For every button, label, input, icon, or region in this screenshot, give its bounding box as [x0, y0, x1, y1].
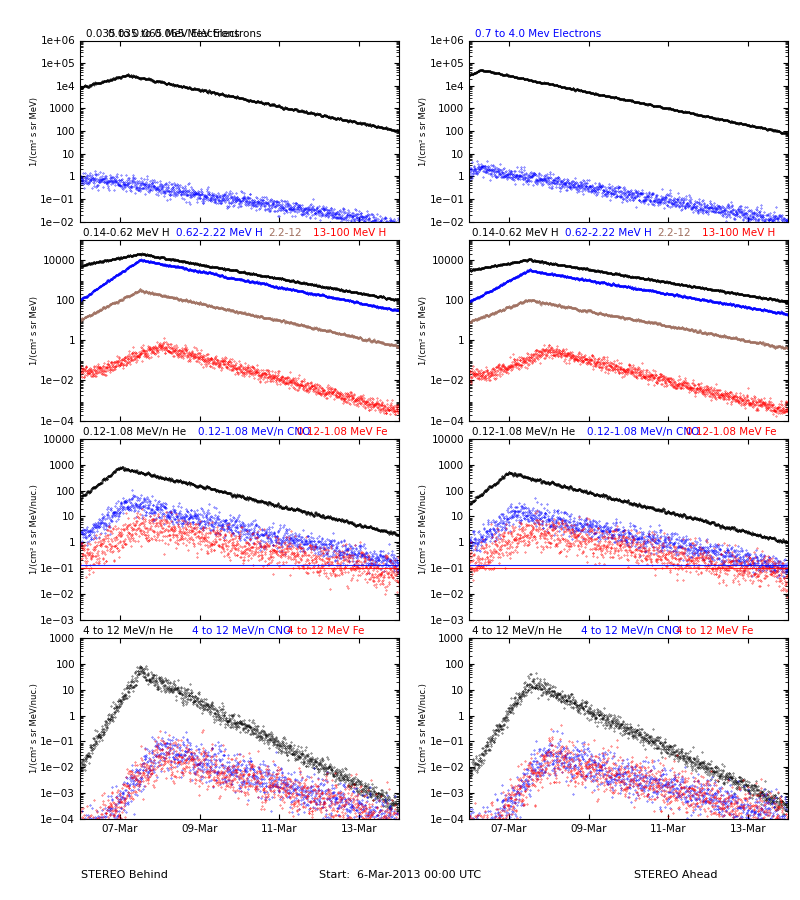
Text: 2.2-12: 2.2-12: [658, 228, 691, 238]
Text: 0.035 to 0.065 MeV Electrons: 0.035 to 0.065 MeV Electrons: [86, 29, 240, 39]
Text: 4 to 12 MeV/n CNO: 4 to 12 MeV/n CNO: [581, 626, 680, 636]
Text: 0.14-0.62 MeV H: 0.14-0.62 MeV H: [472, 228, 559, 238]
Text: 0.12-1.08 MeV/n He: 0.12-1.08 MeV/n He: [83, 427, 186, 437]
Y-axis label: 1/(cm² s sr MeV/nuc.): 1/(cm² s sr MeV/nuc.): [30, 484, 39, 574]
Text: 0.7 to 4.0 Mev Electrons: 0.7 to 4.0 Mev Electrons: [475, 29, 602, 39]
Text: 0.62-2.22 MeV H: 0.62-2.22 MeV H: [565, 228, 651, 238]
Y-axis label: 1/(cm² s sr MeV): 1/(cm² s sr MeV): [419, 96, 428, 166]
Text: 0.035 to 0.065 MeV Electrons: 0.035 to 0.065 MeV Electrons: [108, 29, 262, 39]
Text: 4 to 12 MeV Fe: 4 to 12 MeV Fe: [676, 626, 754, 636]
Text: 13-100 MeV H: 13-100 MeV H: [313, 228, 386, 238]
Y-axis label: 1/(cm² s sr MeV): 1/(cm² s sr MeV): [30, 296, 39, 364]
Text: Start:  6-Mar-2013 00:00 UTC: Start: 6-Mar-2013 00:00 UTC: [319, 869, 481, 879]
Text: 0.14-0.62 MeV H: 0.14-0.62 MeV H: [83, 228, 170, 238]
Text: 4 to 12 MeV/n He: 4 to 12 MeV/n He: [83, 626, 173, 636]
Y-axis label: 1/(cm² s sr MeV/nuc.): 1/(cm² s sr MeV/nuc.): [30, 683, 39, 773]
Y-axis label: 1/(cm² s sr MeV/nuc.): 1/(cm² s sr MeV/nuc.): [419, 683, 428, 773]
Text: 4 to 12 MeV Fe: 4 to 12 MeV Fe: [287, 626, 365, 636]
Text: 0.12-1.08 MeV/n CNO: 0.12-1.08 MeV/n CNO: [198, 427, 310, 437]
Text: 4 to 12 MeV/n He: 4 to 12 MeV/n He: [472, 626, 562, 636]
Y-axis label: 1/(cm² s sr MeV): 1/(cm² s sr MeV): [30, 96, 39, 166]
Text: 0.12-1.08 MeV/n He: 0.12-1.08 MeV/n He: [472, 427, 575, 437]
Text: 13-100 MeV H: 13-100 MeV H: [702, 228, 775, 238]
Y-axis label: 1/(cm² s sr MeV/nuc.): 1/(cm² s sr MeV/nuc.): [419, 484, 428, 574]
Text: 4 to 12 MeV/n CNO: 4 to 12 MeV/n CNO: [192, 626, 291, 636]
Text: 0.62-2.22 MeV H: 0.62-2.22 MeV H: [176, 228, 262, 238]
Text: STEREO Ahead: STEREO Ahead: [634, 869, 718, 879]
Text: 0.12-1.08 MeV/n CNO: 0.12-1.08 MeV/n CNO: [587, 427, 699, 437]
Text: 0.12-1.08 MeV Fe: 0.12-1.08 MeV Fe: [297, 427, 387, 437]
Text: 2.2-12: 2.2-12: [268, 228, 302, 238]
Y-axis label: 1/(cm² s sr MeV): 1/(cm² s sr MeV): [419, 296, 428, 364]
Text: 0.12-1.08 MeV Fe: 0.12-1.08 MeV Fe: [686, 427, 777, 437]
Text: STEREO Behind: STEREO Behind: [81, 869, 167, 879]
